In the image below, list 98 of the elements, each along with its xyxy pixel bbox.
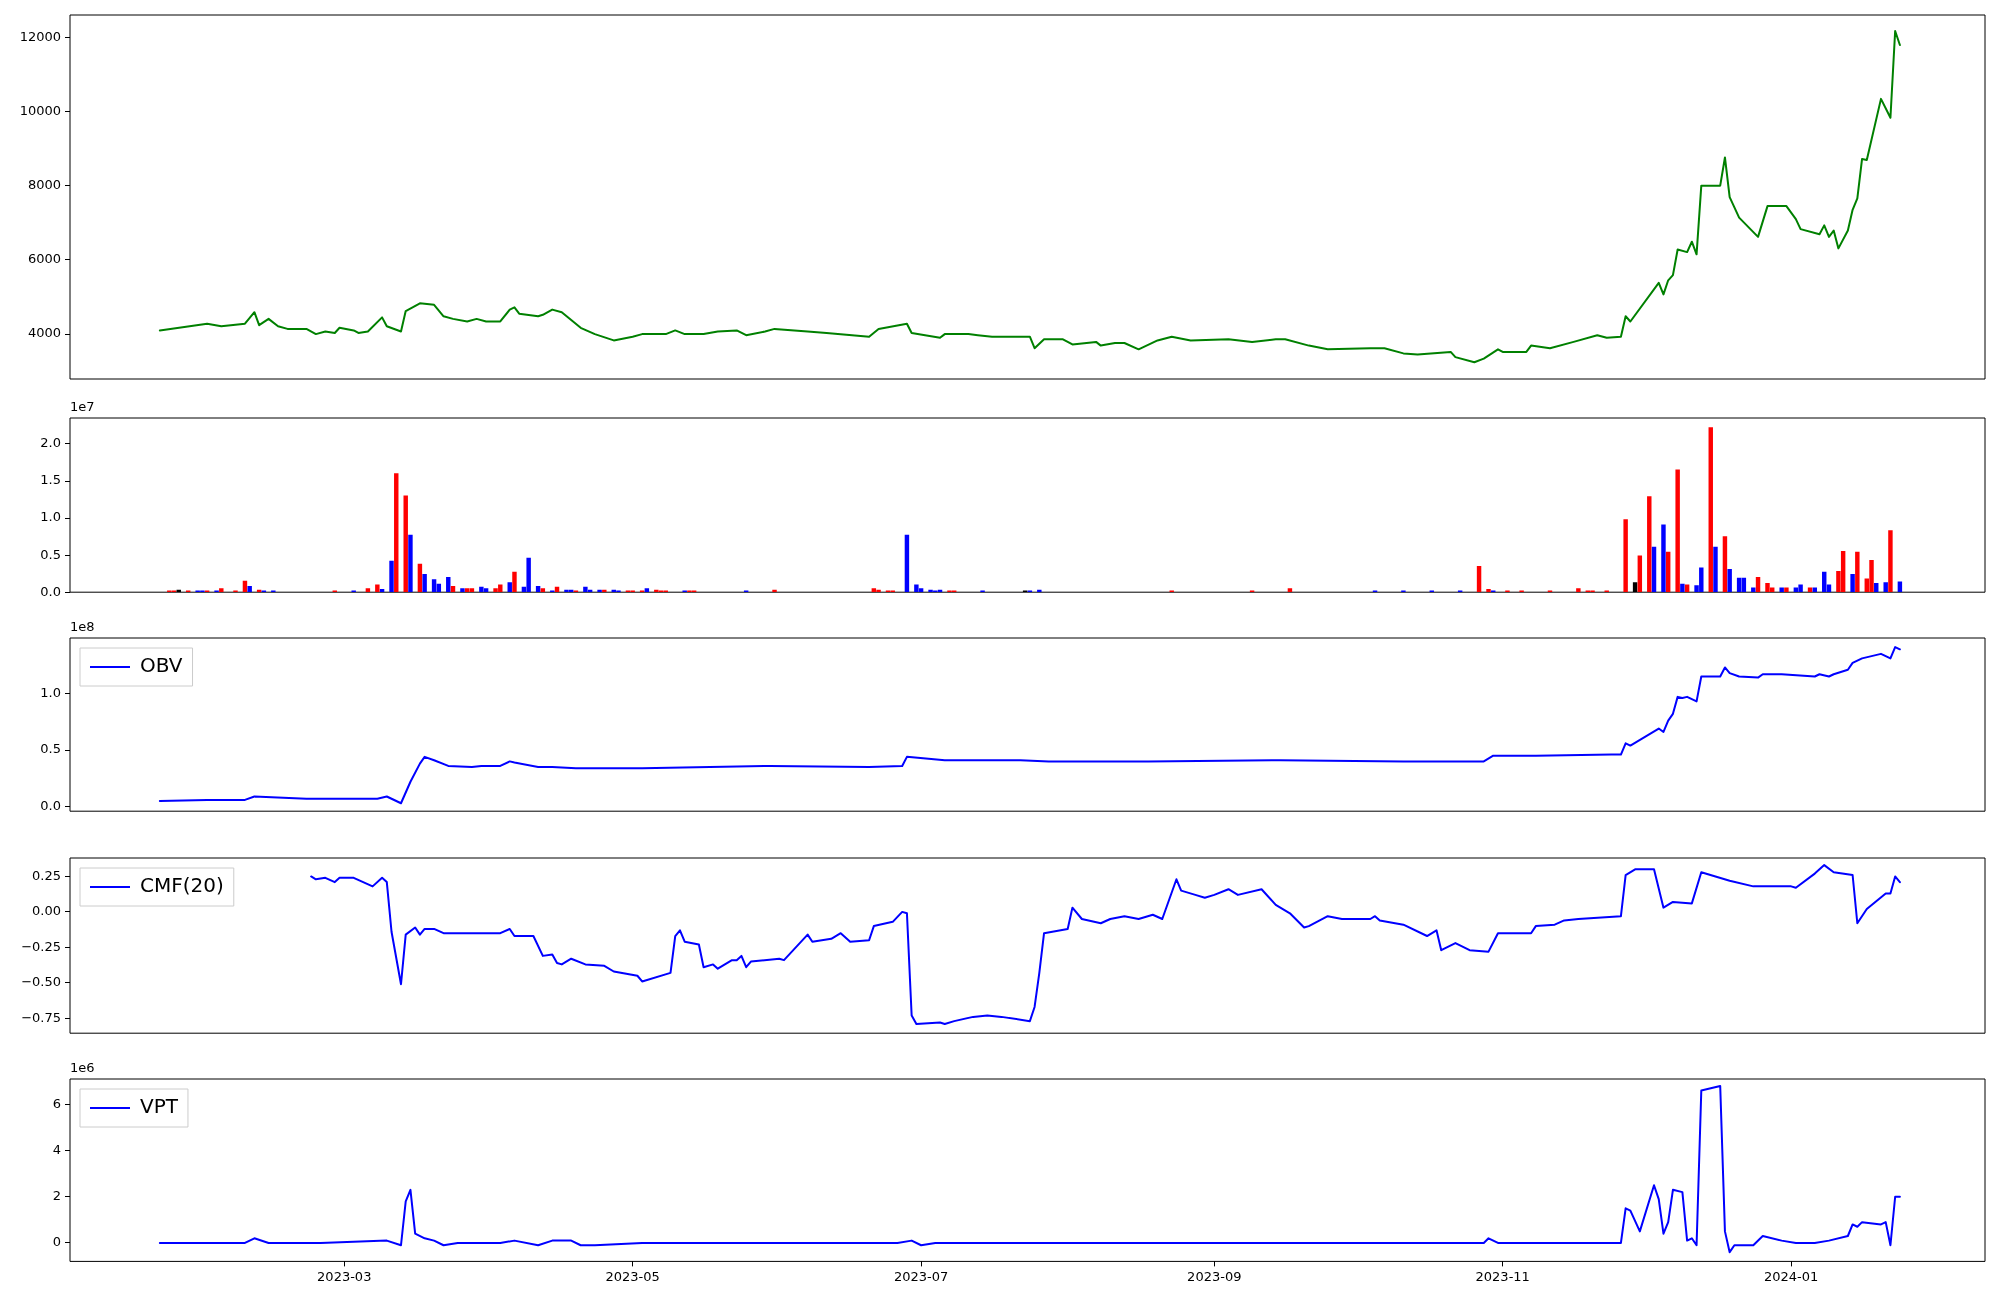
bar (507, 582, 512, 593)
y-tick-label: 4 (52, 1141, 61, 1157)
bar (1722, 536, 1728, 593)
bar (597, 589, 602, 593)
bar (1576, 588, 1581, 593)
y-tick-label: −0.25 (21, 938, 61, 954)
x-tick-label: 2023-07 (893, 1268, 949, 1284)
bar (1793, 587, 1799, 593)
bar (1623, 519, 1628, 593)
bar (1713, 546, 1718, 593)
bar (1751, 587, 1756, 593)
y-tick-label: −0.75 (21, 1009, 61, 1025)
bar (431, 579, 437, 593)
bar (564, 589, 569, 593)
bar (422, 574, 427, 593)
y-tick-label: 0.0 (40, 583, 61, 599)
bar (247, 585, 252, 593)
bar (1684, 584, 1690, 593)
bar (483, 588, 489, 593)
bar (1807, 587, 1813, 593)
bar (375, 584, 380, 593)
bar (876, 589, 881, 593)
bar (464, 588, 470, 593)
legend-label: CMF(20) (140, 873, 224, 898)
y-tick-label: 2 (52, 1188, 61, 1204)
y-tick-label: 2.0 (40, 435, 61, 451)
bar (1798, 584, 1803, 593)
bar (644, 588, 650, 593)
x-tick-label: 2024-01 (1763, 1268, 1819, 1284)
y-tick-label: 10000 (19, 102, 61, 118)
bar (1840, 551, 1846, 593)
bar (1765, 582, 1770, 593)
bar (1647, 496, 1652, 593)
bar (1708, 427, 1713, 593)
y-tick-label: 0.5 (40, 546, 61, 562)
bar (1486, 588, 1491, 593)
bar (654, 589, 659, 593)
y-tick-label: 6000 (27, 251, 61, 267)
bar (1680, 583, 1685, 593)
bar (1779, 587, 1784, 593)
bar (914, 584, 919, 593)
bar (1888, 530, 1893, 593)
y-tick-label: 4000 (27, 325, 61, 341)
y-tick-label: 6 (52, 1095, 61, 1111)
bar (1287, 588, 1293, 593)
bar (403, 495, 408, 593)
bar (1869, 560, 1874, 593)
bar (1850, 574, 1855, 593)
text: 1e7 (70, 398, 95, 414)
bar (446, 577, 451, 593)
bar (1874, 582, 1879, 593)
bar (1727, 568, 1732, 593)
y-tick-label: 0.5 (40, 741, 61, 757)
bar (389, 560, 394, 593)
y-tick-label: 1.5 (40, 472, 61, 488)
y-tick-label: 0.25 (32, 867, 61, 883)
bar (526, 557, 531, 593)
y-tick-label: 8000 (27, 177, 61, 193)
bar (1661, 524, 1666, 593)
x-tick-label: 2023-11 (1475, 1268, 1530, 1284)
bar (1883, 582, 1888, 593)
y-tick-label: 0 (52, 1234, 61, 1250)
bar (1897, 581, 1903, 593)
bar (394, 473, 399, 593)
bar (460, 588, 465, 593)
bar (583, 586, 588, 593)
y-tick-label: 1.0 (40, 509, 61, 525)
y-tick-label: 0.0 (40, 798, 61, 814)
y-tick-label: 12000 (19, 28, 61, 44)
bar (365, 588, 371, 593)
bar (512, 571, 517, 593)
bar (1812, 587, 1817, 593)
bar (479, 586, 484, 593)
bar (918, 588, 924, 593)
bar (1855, 551, 1860, 593)
bar (1476, 565, 1482, 593)
bar (219, 588, 224, 593)
text: 1e8 (70, 618, 95, 634)
legend-label: VPT (140, 1094, 179, 1119)
bar (1784, 587, 1789, 593)
bar (1037, 589, 1042, 593)
y-tick-label: −0.50 (21, 974, 61, 990)
bar (469, 588, 475, 593)
bar (408, 534, 413, 593)
bar (1755, 577, 1761, 593)
x-tick-label: 2023-03 (317, 1268, 372, 1284)
bar (1675, 469, 1680, 593)
bar (772, 589, 777, 593)
bar (904, 534, 910, 593)
text: 1e6 (70, 1059, 95, 1075)
bar (871, 588, 877, 593)
x-tick-label: 2023-05 (605, 1268, 660, 1284)
legend-label: OBV (140, 653, 183, 678)
bar (602, 589, 607, 593)
bar (540, 588, 546, 593)
y-tick-label: 1.0 (40, 684, 61, 700)
y-tick-label: 0.00 (32, 903, 61, 919)
x-tick-label: 2023-09 (1187, 1268, 1242, 1284)
